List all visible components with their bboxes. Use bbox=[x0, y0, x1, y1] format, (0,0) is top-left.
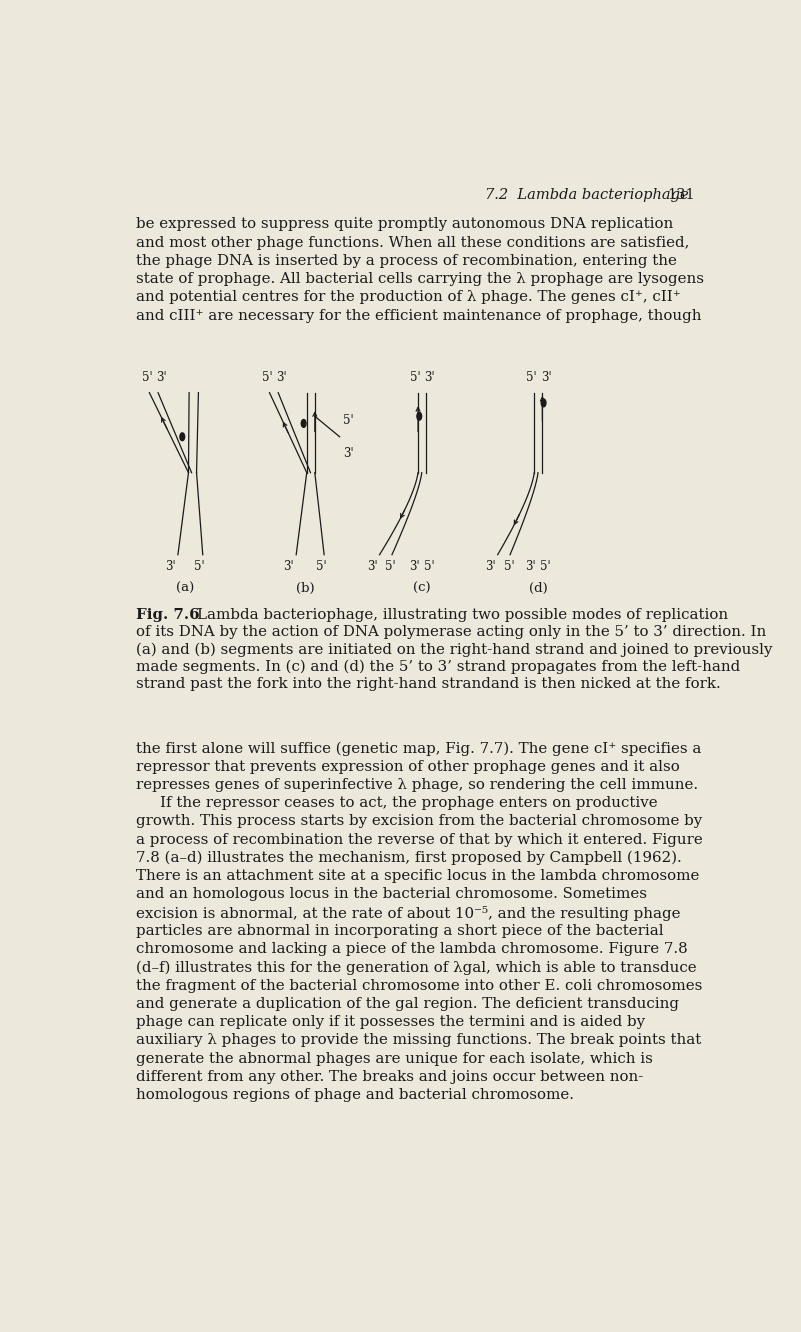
Text: 5': 5' bbox=[142, 372, 152, 385]
Text: Lambda bacteriophage, illustrating two possible modes of replication: Lambda bacteriophage, illustrating two p… bbox=[197, 607, 728, 622]
Text: homologous regions of phage and bacterial chromosome.: homologous regions of phage and bacteria… bbox=[136, 1088, 574, 1102]
Text: chromosome and lacking a piece of the lambda chromosome. Figure 7.8: chromosome and lacking a piece of the la… bbox=[136, 942, 688, 956]
Text: generate the abnormal phages are unique for each isolate, which is: generate the abnormal phages are unique … bbox=[136, 1052, 653, 1066]
Text: 5': 5' bbox=[344, 413, 354, 426]
Text: phage can replicate only if it possesses the termini and is aided by: phage can replicate only if it possesses… bbox=[136, 1015, 646, 1030]
Text: and most other phage functions. When all these conditions are satisfied,: and most other phage functions. When all… bbox=[136, 236, 690, 249]
Text: 131: 131 bbox=[667, 188, 694, 201]
Circle shape bbox=[180, 433, 184, 441]
Text: 3': 3' bbox=[367, 559, 377, 573]
Text: 7.2  Lambda bacteriophage: 7.2 Lambda bacteriophage bbox=[485, 188, 689, 201]
Text: (a) and (b) segments are initiated on the right-hand strand and joined to previo: (a) and (b) segments are initiated on th… bbox=[136, 643, 773, 657]
Circle shape bbox=[417, 413, 421, 420]
Text: There is an attachment site at a specific locus in the lambda chromosome: There is an attachment site at a specifi… bbox=[136, 868, 699, 883]
Text: be expressed to suppress quite promptly autonomous DNA replication: be expressed to suppress quite promptly … bbox=[136, 217, 674, 232]
Circle shape bbox=[541, 400, 546, 406]
Text: excision is abnormal, at the rate of about 10⁻⁵, and the resulting phage: excision is abnormal, at the rate of abo… bbox=[136, 906, 681, 920]
Text: different from any other. The breaks and joins occur between non-: different from any other. The breaks and… bbox=[136, 1070, 643, 1084]
Text: 3': 3' bbox=[409, 559, 420, 573]
Text: of its DNA by the action of DNA polymerase acting only in the 5’ to 3’ direction: of its DNA by the action of DNA polymera… bbox=[136, 626, 767, 639]
Text: 3': 3' bbox=[156, 372, 167, 385]
Text: 3': 3' bbox=[344, 448, 354, 460]
Text: (d): (d) bbox=[529, 582, 547, 595]
Text: 3': 3' bbox=[276, 372, 287, 385]
Text: (b): (b) bbox=[296, 582, 315, 595]
Text: 3': 3' bbox=[425, 372, 435, 385]
Text: represses genes of superinfective λ phage, so rendering the cell immune.: represses genes of superinfective λ phag… bbox=[136, 778, 698, 791]
Text: state of prophage. All bacterial cells carrying the λ prophage are lysogens: state of prophage. All bacterial cells c… bbox=[136, 272, 704, 286]
Text: the fragment of the bacterial chromosome into other E. coli chromosomes: the fragment of the bacterial chromosome… bbox=[136, 979, 702, 992]
Text: (a): (a) bbox=[176, 582, 195, 595]
Text: 3': 3' bbox=[541, 372, 551, 385]
Text: 5': 5' bbox=[316, 559, 326, 573]
Text: 5': 5' bbox=[424, 559, 434, 573]
Text: 5': 5' bbox=[540, 559, 551, 573]
Text: 5': 5' bbox=[409, 372, 421, 385]
Text: 7.8 (a–d) illustrates the mechanism, first proposed by Campbell (1962).: 7.8 (a–d) illustrates the mechanism, fir… bbox=[136, 851, 682, 866]
Text: growth. This process starts by excision from the bacterial chromosome by: growth. This process starts by excision … bbox=[136, 814, 702, 829]
Text: and cIII⁺ are necessary for the efficient maintenance of prophage, though: and cIII⁺ are necessary for the efficien… bbox=[136, 309, 702, 322]
Text: and generate a duplication of the gal region. The deficient transducing: and generate a duplication of the gal re… bbox=[136, 996, 679, 1011]
Text: 3': 3' bbox=[165, 559, 175, 573]
Text: 5': 5' bbox=[262, 372, 272, 385]
Text: 5': 5' bbox=[385, 559, 396, 573]
Text: 5': 5' bbox=[526, 372, 537, 385]
Text: the phage DNA is inserted by a process of recombination, entering the: the phage DNA is inserted by a process o… bbox=[136, 254, 677, 268]
Text: and an homologous locus in the bacterial chromosome. Sometimes: and an homologous locus in the bacterial… bbox=[136, 887, 647, 902]
Text: 5': 5' bbox=[504, 559, 514, 573]
Text: particles are abnormal in incorporating a short piece of the bacterial: particles are abnormal in incorporating … bbox=[136, 924, 664, 938]
Text: and potential centres for the production of λ phage. The genes cI⁺, cII⁺: and potential centres for the production… bbox=[136, 290, 681, 304]
Text: a process of recombination the reverse of that by which it entered. Figure: a process of recombination the reverse o… bbox=[136, 832, 703, 847]
Text: 5': 5' bbox=[195, 559, 205, 573]
Text: 3': 3' bbox=[485, 559, 496, 573]
Text: If the repressor ceases to act, the prophage enters on productive: If the repressor ceases to act, the prop… bbox=[159, 797, 658, 810]
Text: strand past the fork into the right-hand strandand is then nicked at the fork.: strand past the fork into the right-hand… bbox=[136, 678, 721, 691]
Text: (c): (c) bbox=[413, 582, 431, 595]
Text: auxiliary λ phages to provide the missing functions. The break points that: auxiliary λ phages to provide the missin… bbox=[136, 1034, 702, 1047]
Text: 3': 3' bbox=[525, 559, 536, 573]
Circle shape bbox=[301, 420, 306, 428]
Text: Fig. 7.6: Fig. 7.6 bbox=[136, 607, 199, 622]
Text: made segments. In (c) and (d) the 5’ to 3’ strand propagates from the left-hand: made segments. In (c) and (d) the 5’ to … bbox=[136, 661, 740, 674]
Text: (d–f) illustrates this for the generation of λgal, which is able to transduce: (d–f) illustrates this for the generatio… bbox=[136, 960, 697, 975]
Text: repressor that prevents expression of other prophage genes and it also: repressor that prevents expression of ot… bbox=[136, 759, 680, 774]
Text: the first alone will suffice (genetic map, Fig. 7.7). The gene cI⁺ specifies a: the first alone will suffice (genetic ma… bbox=[136, 742, 702, 755]
Text: 3': 3' bbox=[284, 559, 294, 573]
